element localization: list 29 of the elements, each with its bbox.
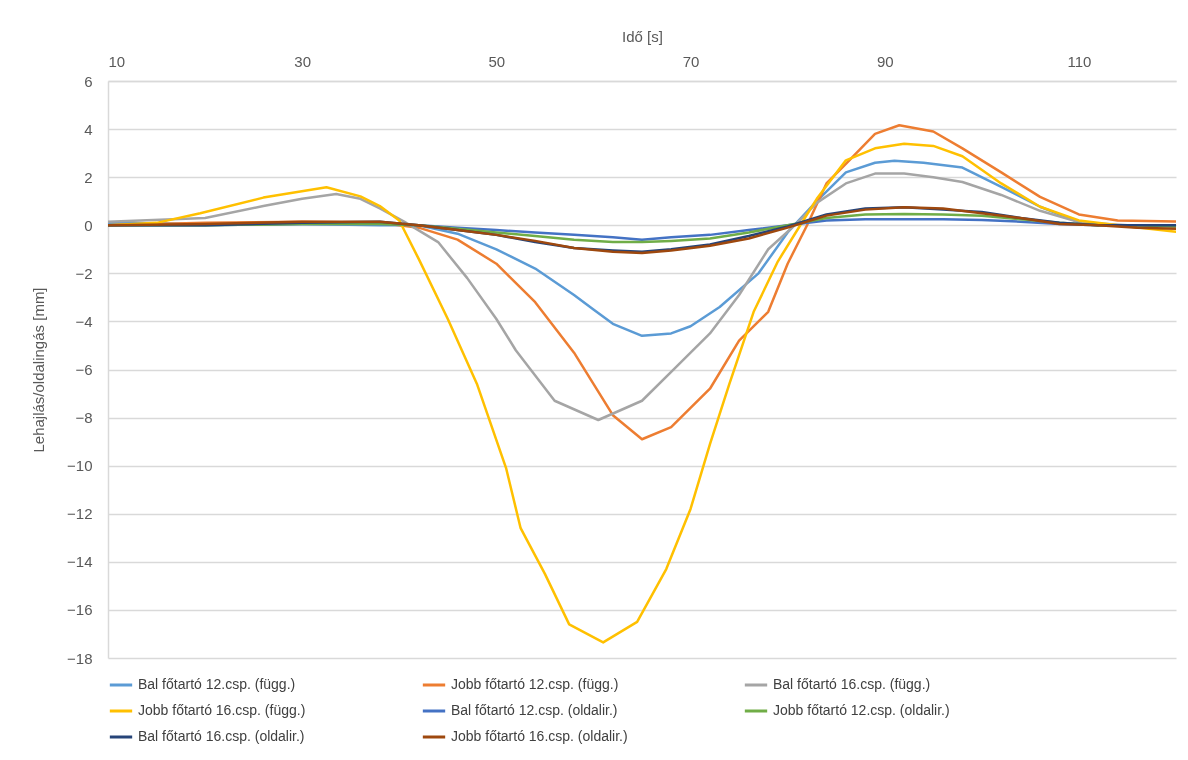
y-tick-label: 0	[84, 216, 93, 234]
legend-label: Jobb főtartó 16.csp. (oldalir.)	[451, 728, 628, 744]
legend-label: Jobb főtartó 12.csp. (függ.)	[451, 676, 619, 692]
legend-label: Bal főtartó 16.csp. (oldalir.)	[138, 728, 305, 744]
y-tick-label: −18	[67, 649, 93, 667]
y-tick-label: −6	[75, 361, 93, 378]
legend-label: Jobb főtartó 12.csp. (oldalir.)	[773, 702, 950, 718]
y-tick-label: 2	[84, 168, 93, 186]
x-tick-label: 30	[294, 52, 312, 70]
y-tick-label: −8	[75, 409, 93, 427]
legend-label: Bal főtartó 12.csp. (oldalir.)	[451, 702, 618, 718]
y-tick-label: −16	[67, 601, 93, 619]
y-tick-label: −4	[75, 312, 93, 330]
y-tick-label: −14	[67, 553, 93, 571]
x-tick-label: 110	[1067, 52, 1092, 70]
legend-label: Jobb főtartó 16.csp. (függ.)	[138, 702, 306, 718]
y-tick-label: −2	[75, 264, 93, 282]
legend-label: Bal főtartó 12.csp. (függ.)	[138, 676, 296, 692]
x-axis-title: Idő [s]	[622, 27, 663, 45]
y-axis-title: Lehajlás/oldalingás [mm]	[30, 287, 48, 453]
x-tick-label: 10	[108, 52, 126, 70]
y-tick-label: −10	[67, 457, 93, 475]
x-tick-label: 70	[682, 52, 700, 70]
y-tick-label: 6	[84, 72, 93, 90]
y-tick-label: −12	[67, 505, 93, 523]
y-tick-label: 4	[84, 120, 93, 138]
legend-label: Bal főtartó 16.csp. (függ.)	[773, 676, 931, 692]
x-tick-label: 50	[488, 52, 506, 70]
x-tick-label: 90	[876, 52, 894, 70]
